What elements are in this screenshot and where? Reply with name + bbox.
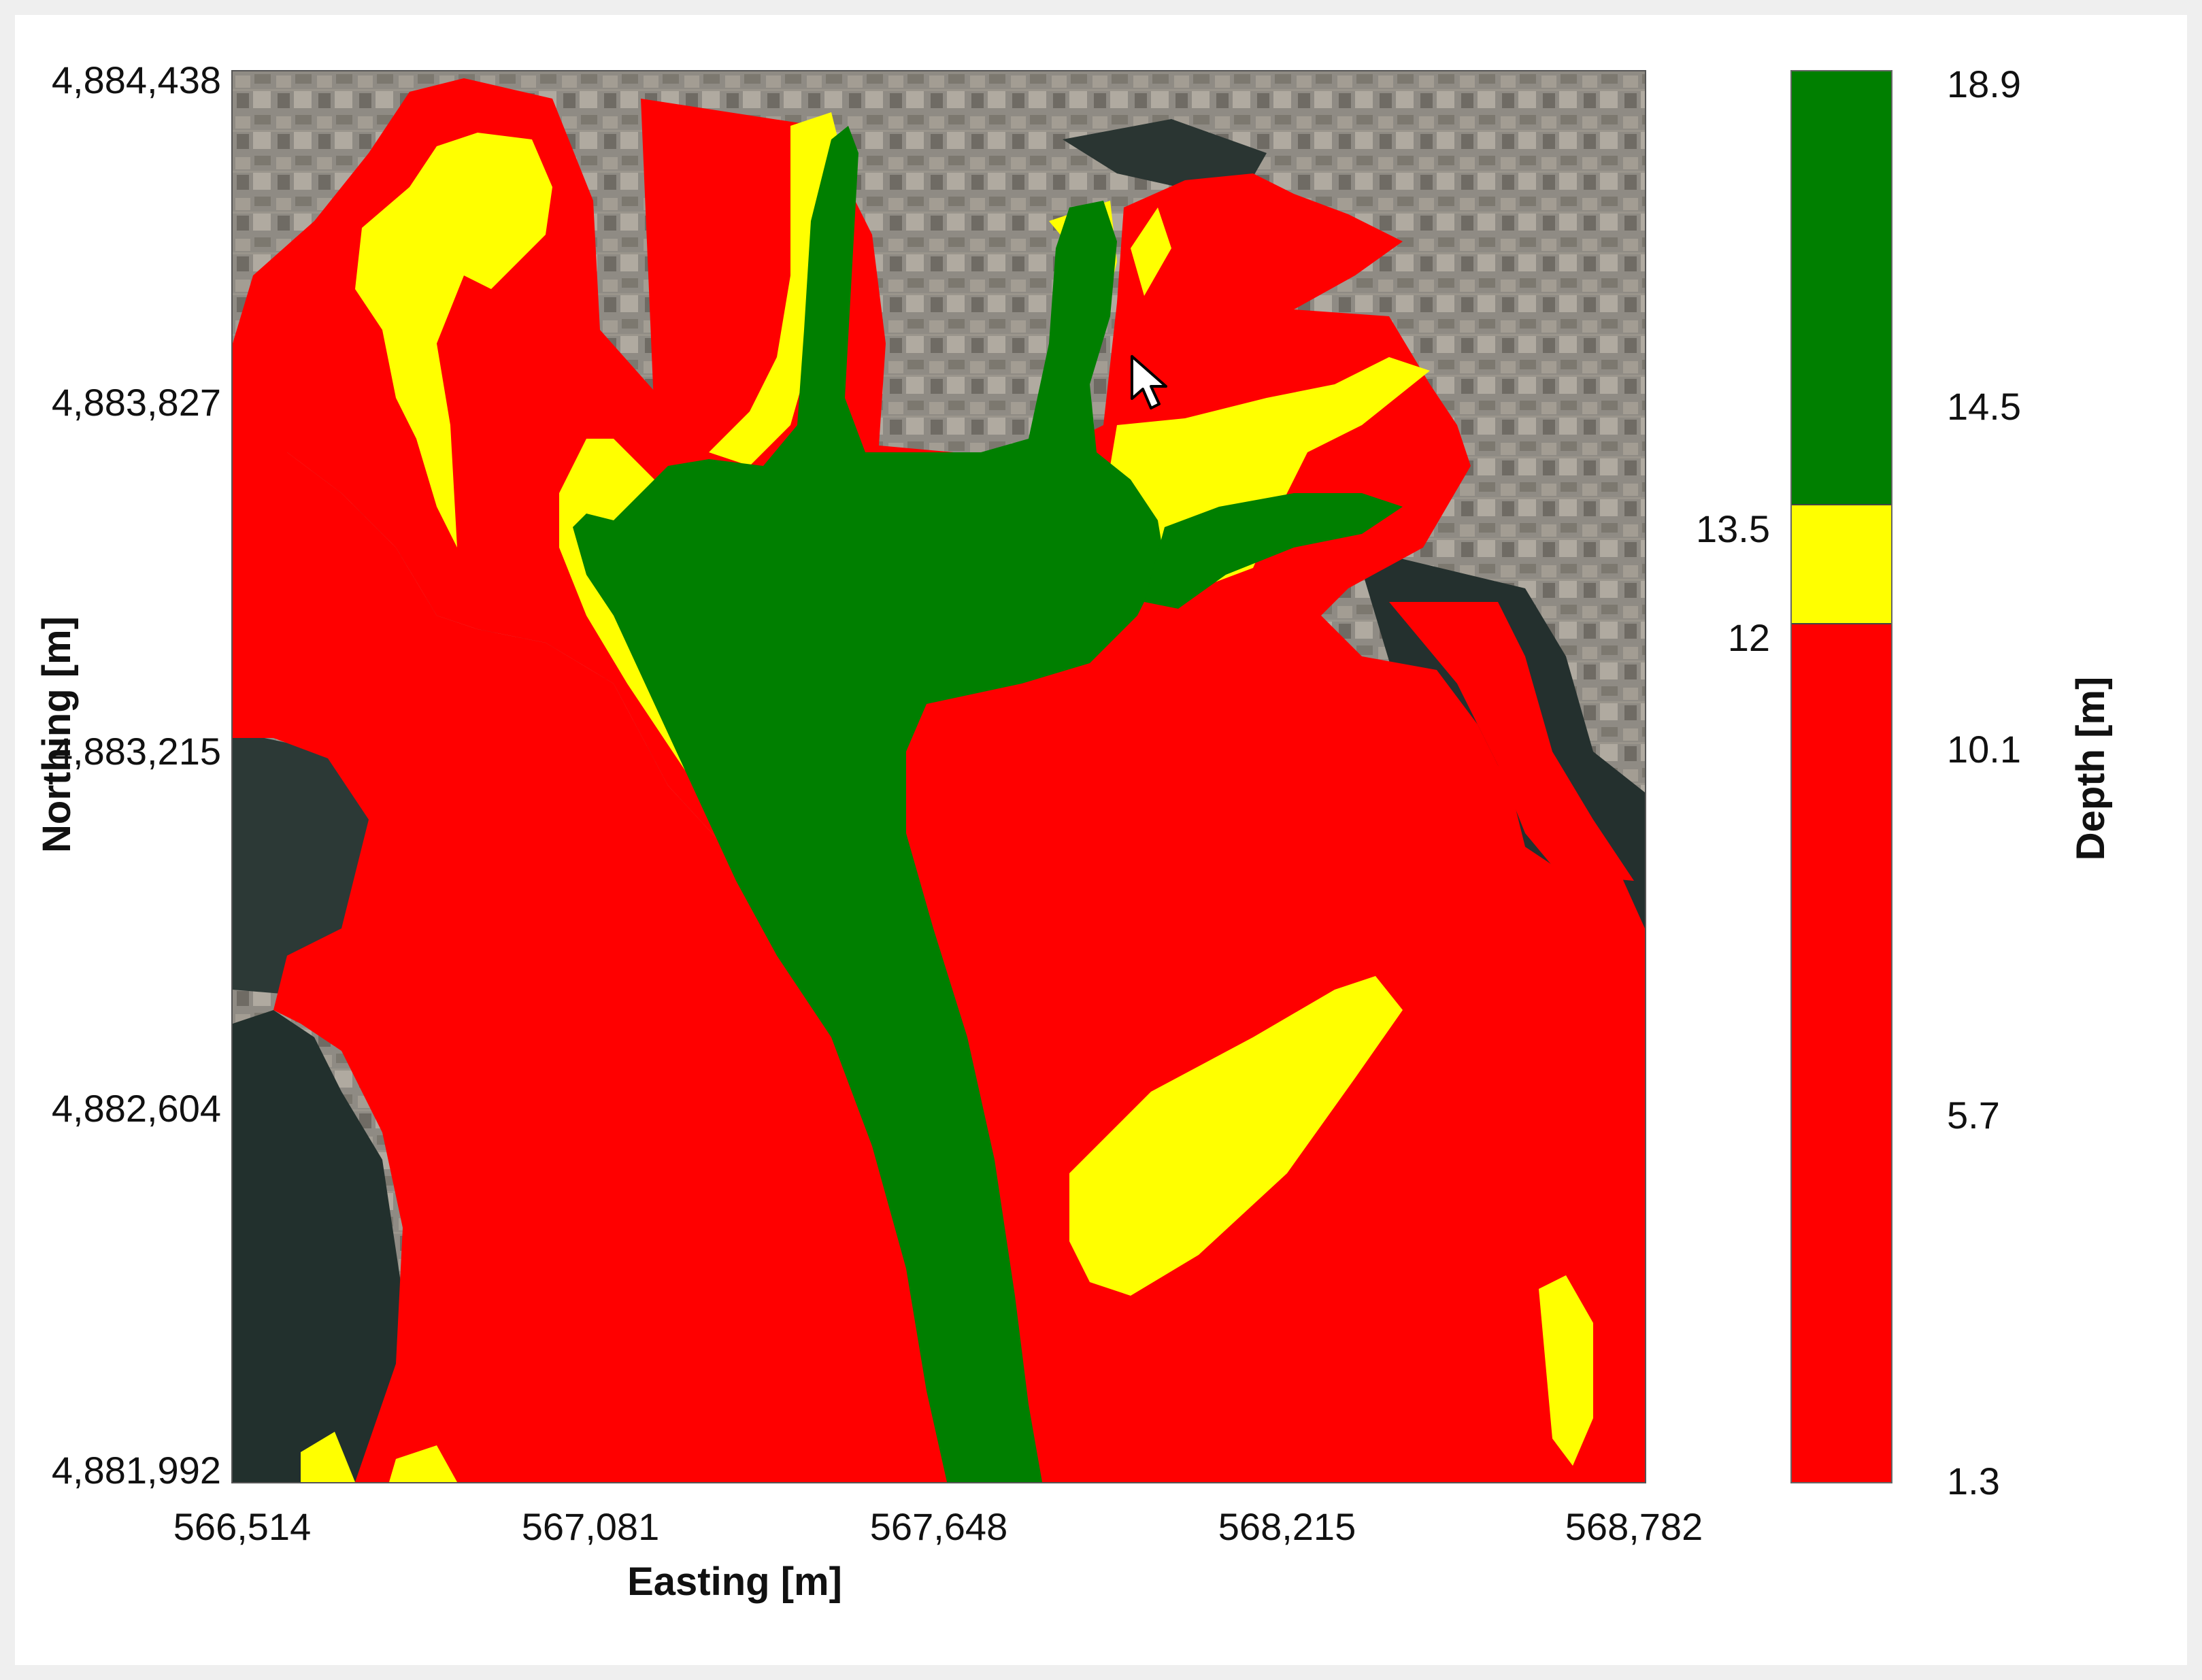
depth-class-shallow-east-strip <box>1389 602 1634 881</box>
mouse-pointer-icon <box>1129 354 1184 418</box>
depth-class-shallow-southwest <box>233 452 967 1482</box>
northing-tick-4: 4,882,604 <box>51 1087 221 1130</box>
northing-tick-2: 4,883,827 <box>51 381 221 424</box>
colorbar-tick-5: 1.3 <box>1947 1460 2000 1502</box>
depth-map <box>231 70 1646 1483</box>
easting-tick-5: 568,782 <box>1565 1505 1703 1548</box>
colorbar-tick-2: 14.5 <box>1947 385 2021 428</box>
depth-colorbar <box>1790 70 1892 1483</box>
northing-tick-3: 4,883,215 <box>51 730 221 773</box>
colorbar-tick-3: 10.1 <box>1947 728 2021 771</box>
easting-tick-3: 567,648 <box>869 1505 1008 1548</box>
x-axis-label: Easting [m] <box>627 1560 842 1604</box>
northing-tick-1: 4,884,438 <box>51 58 221 101</box>
colorbar-label: Depth [m] <box>2069 676 2113 861</box>
colorbar-shallow-segment <box>1792 624 1891 1482</box>
colorbar-mid-segment <box>1792 504 1891 625</box>
colorbar-tick-1: 18.9 <box>1947 63 2021 105</box>
water-west <box>233 1010 403 1482</box>
y-axis-label: Northing [m] <box>35 616 79 853</box>
easting-tick-4: 568,215 <box>1218 1505 1356 1548</box>
easting-tick-2: 567,081 <box>521 1505 660 1548</box>
colorbar-deep-segment <box>1792 71 1891 505</box>
colorbar-threshold-lower: 12 <box>1727 616 1770 659</box>
easting-tick-1: 566,514 <box>173 1505 312 1548</box>
northing-tick-5: 4,881,992 <box>51 1449 221 1492</box>
colorbar-tick-4: 5.7 <box>1947 1094 2000 1137</box>
colorbar-threshold-upper: 13.5 <box>1696 507 1770 550</box>
depth-class-deep <box>573 126 1403 1482</box>
